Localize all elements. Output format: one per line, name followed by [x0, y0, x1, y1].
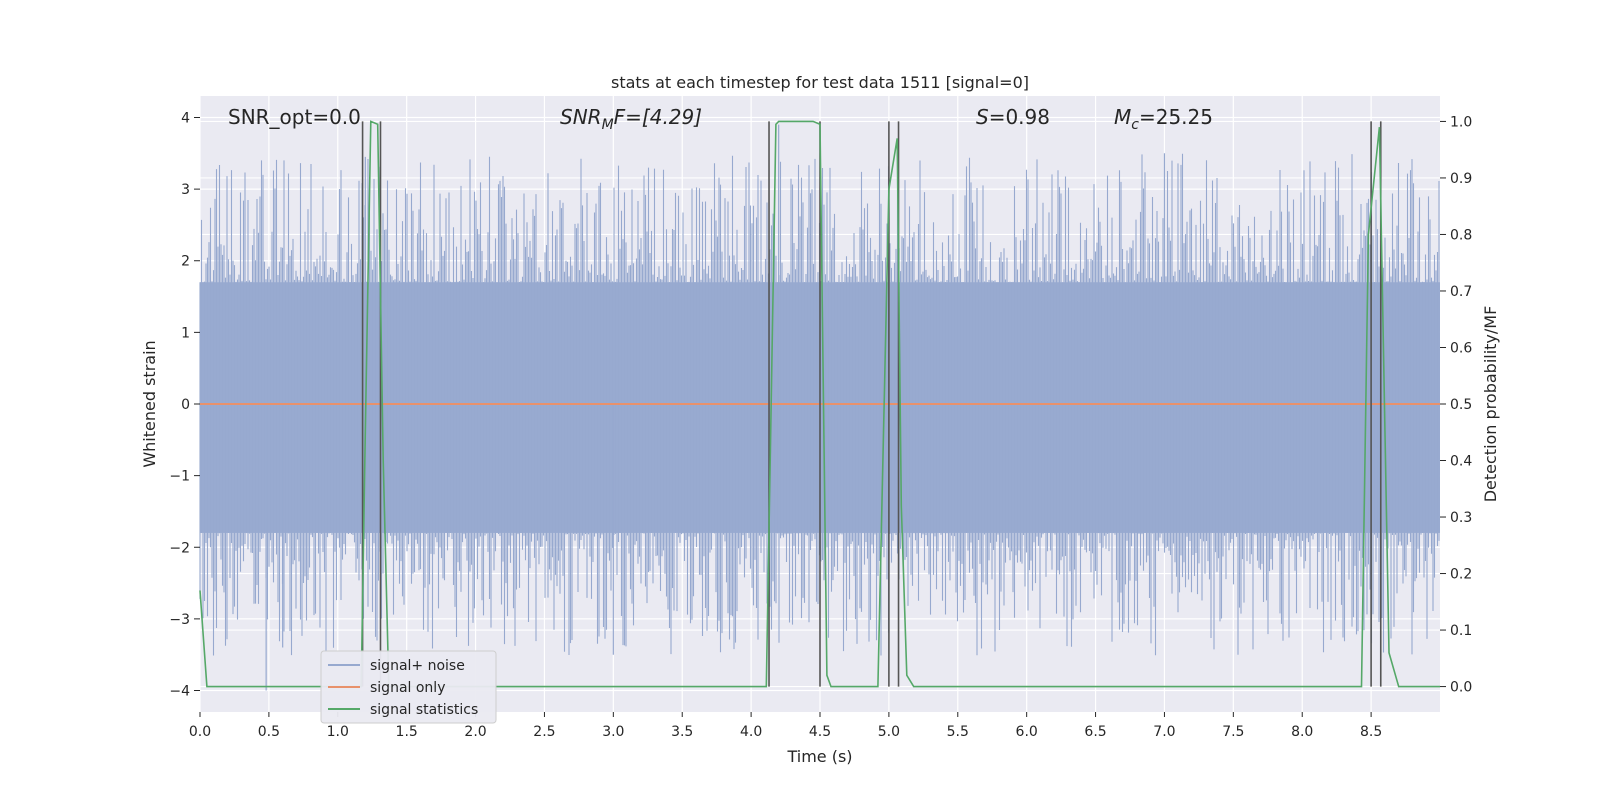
chart-title: stats at each timestep for test data 151…: [611, 73, 1029, 92]
signal-statistics-series: [199, 120, 1440, 688]
x-tick-label: 2.0: [464, 724, 486, 740]
y-right-tick-label: 0.2: [1450, 567, 1472, 583]
x-tick-label: 4.5: [809, 724, 831, 740]
y-right-tick-label: 0.8: [1450, 227, 1472, 243]
annotation-snr-mf: SNRMF=[4.29]: [560, 105, 702, 133]
y-right-tick-label: 0.9: [1450, 171, 1472, 187]
y-right-tick-labels: 1.0 0.9 0.8 0.7 0.6 0.5 0.4 0.3 0.2 0.1 0.0: [1440, 114, 1472, 696]
y-left-tick-label: 3: [181, 182, 190, 198]
x-tick-label: 6.0: [1016, 724, 1038, 740]
x-tick-label: 8.0: [1291, 724, 1313, 740]
x-tick-label: 1.0: [327, 724, 349, 740]
y-right-tick-label: 1.0: [1450, 114, 1472, 130]
y-left-tick-label: −4: [169, 684, 190, 700]
y-left-axis-label: Whitened strain: [140, 340, 159, 467]
y-right-tick-label: 0.3: [1450, 510, 1472, 526]
annotation-mc: Mc=25.25: [1114, 105, 1213, 133]
y-left-tick-label: 2: [181, 254, 190, 270]
y-left-tick-label: −3: [169, 612, 190, 628]
legend-box: [320, 650, 497, 724]
x-tick-label: 0.0: [189, 724, 211, 740]
y-right-tick-label: 0.1: [1450, 623, 1472, 639]
y-right-tick-label: 0.5: [1450, 397, 1472, 413]
x-tick-label: 0.5: [258, 724, 280, 740]
x-tick-labels: 0.0 0.5 1.0 1.5 2.0 2.5 3.0 3.5 4.0 4.5 5.0 5.5 6.0 6…: [189, 712, 1382, 740]
y-left-tick-label: 4: [181, 110, 190, 126]
legend-label-signal-only: signal only: [370, 680, 445, 696]
y-right-tick-label: 0.4: [1450, 454, 1472, 470]
y-left-tick-labels: 4 3 2 1 0 −1 −2 −3 −4: [169, 110, 200, 700]
x-axis-label: Time (s): [786, 747, 852, 766]
y-right-tick-label: 0.0: [1450, 680, 1472, 696]
x-tick-label: 5.0: [878, 724, 900, 740]
legend-label-signal-noise: signal+ noise: [370, 658, 465, 674]
x-tick-label: 7.0: [1153, 724, 1175, 740]
x-tick-label: 2.5: [533, 724, 555, 740]
x-tick-label: 3.5: [671, 724, 693, 740]
x-tick-label: 1.5: [396, 724, 418, 740]
y-left-tick-label: 0: [181, 397, 190, 413]
y-right-tick-label: 0.6: [1450, 340, 1472, 356]
x-tick-label: 4.0: [740, 724, 762, 740]
x-tick-label: 5.5: [947, 724, 969, 740]
annotation-snr-opt: SNR_opt=0.0: [228, 105, 361, 129]
x-tick-label: 7.5: [1222, 724, 1244, 740]
y-left-tick-label: 1: [181, 325, 190, 341]
y-left-tick-label: −1: [169, 469, 190, 485]
x-tick-label: 8.5: [1360, 724, 1382, 740]
y-left-tick-label: −2: [169, 540, 190, 556]
legend-label-signal-statistics: signal statistics: [370, 702, 478, 718]
y-right-axis-label: Detection probability/MF: [1481, 306, 1500, 503]
x-tick-label: 3.0: [602, 724, 624, 740]
legend: signal+ noise signal only signal statist…: [320, 650, 497, 724]
x-tick-label: 6.5: [1084, 724, 1106, 740]
annotation-s: S=0.98: [976, 105, 1050, 129]
y-right-tick-label: 0.7: [1450, 284, 1472, 300]
